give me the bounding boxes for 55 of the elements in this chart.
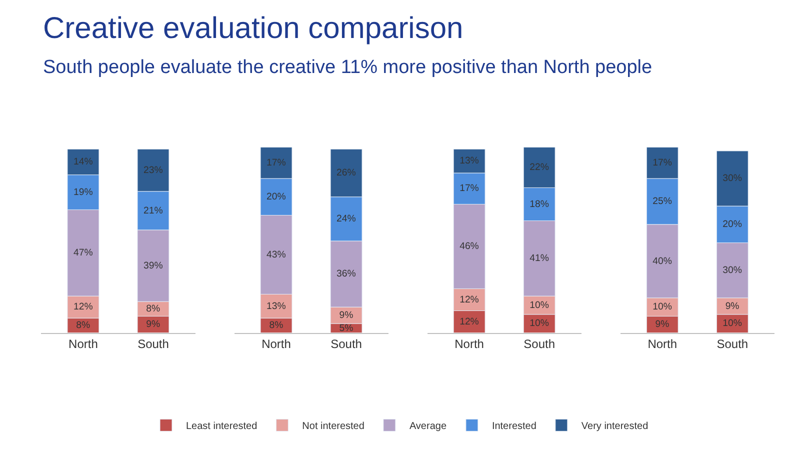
x-tick-label: South [524,337,556,352]
data-label: 8% [146,304,161,315]
data-label: 12% [460,316,480,328]
data-label: 12% [73,302,94,313]
data-label: 10% [652,302,672,313]
x-tick-label: North [648,337,678,352]
data-label: 19% [73,186,94,198]
legend-label: Interested [492,421,536,432]
data-label: 10% [722,318,742,330]
data-label: 43% [266,249,286,260]
x-tick-label: South [138,337,169,352]
legend-label: Very interested [581,421,648,432]
x-tick-label: South [330,337,362,352]
legend-label: Average [409,421,447,432]
data-label: 39% [143,260,164,272]
data-label: 8% [76,320,91,332]
text: South people evaluate the creative 11% more positive than North people [43,57,652,78]
data-label: 14% [73,156,94,168]
data-label: 18% [530,198,550,210]
data-label: 40% [652,256,672,267]
data-label: 13% [266,300,286,312]
data-label: 12% [460,294,480,306]
data-label: 24% [336,214,356,225]
data-label: 9% [339,310,354,321]
data-label: 20% [266,191,286,202]
data-label: 46% [460,241,480,252]
data-label: 25% [652,196,672,208]
data-label: 47% [73,248,94,259]
chart-title: Creative evaluation comparison [43,12,464,45]
data-label: 5% [339,322,354,334]
data-label: 17% [266,158,286,169]
data-label: 22% [530,162,550,174]
data-label: 20% [722,219,742,230]
data-label: 13% [460,156,480,167]
data-label: 9% [655,319,670,330]
legend-label: Not interested [302,421,364,432]
data-label: 9% [725,300,740,312]
legend-label: Least interested [186,421,258,432]
data-label: 26% [336,168,356,179]
x-tick-label: North [262,337,291,352]
data-label: 17% [460,183,480,194]
data-label: 8% [269,320,284,332]
data-label: 21% [143,205,164,216]
data-label: 17% [652,158,672,169]
data-label: 30% [722,173,742,184]
x-tick-label: North [68,337,98,352]
x-tick-label: North [454,337,484,352]
data-label: 9% [146,319,161,330]
data-label: 30% [722,264,742,276]
data-label: 10% [530,300,550,311]
data-label: 36% [336,268,356,280]
data-label: 23% [143,164,164,176]
data-label: 10% [530,318,550,330]
data-label: 41% [530,253,550,264]
x-tick-label: South [716,337,748,352]
